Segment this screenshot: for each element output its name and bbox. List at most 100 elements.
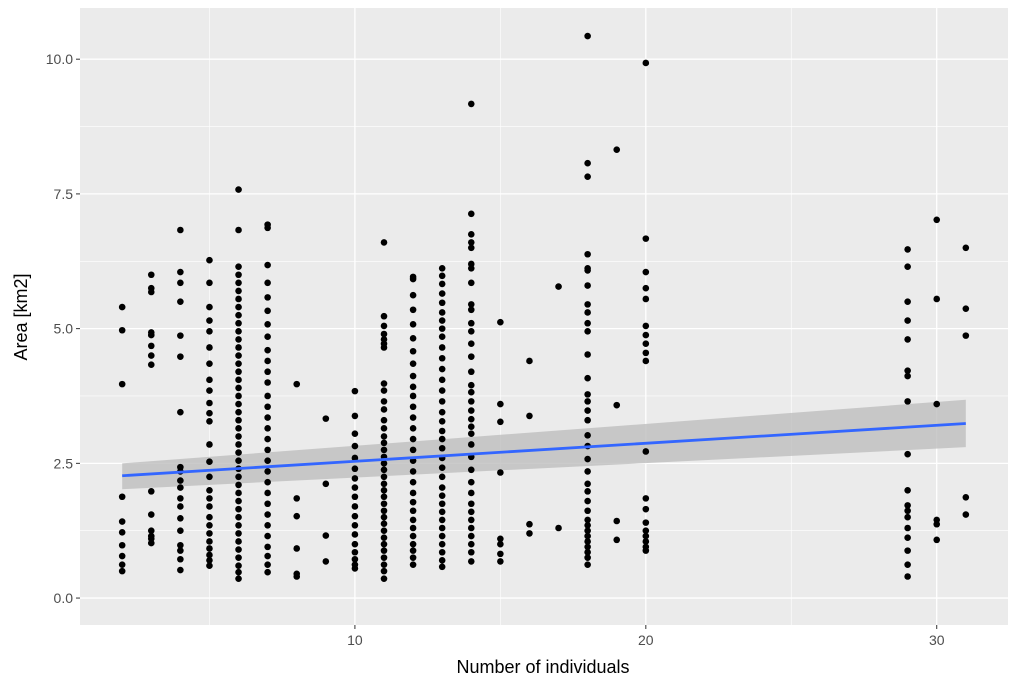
data-point bbox=[584, 407, 591, 414]
data-point bbox=[584, 309, 591, 316]
data-point bbox=[206, 399, 213, 407]
data-point bbox=[235, 575, 242, 582]
data-point bbox=[380, 507, 388, 515]
data-point bbox=[613, 146, 621, 154]
data-point bbox=[118, 552, 126, 560]
data-point bbox=[177, 547, 184, 554]
data-point bbox=[904, 534, 911, 542]
data-point bbox=[264, 414, 271, 421]
data-point bbox=[409, 489, 417, 497]
data-point bbox=[467, 407, 475, 414]
data-point bbox=[235, 505, 242, 513]
data-point bbox=[933, 400, 941, 408]
data-point bbox=[584, 522, 591, 529]
data-point bbox=[467, 489, 475, 497]
data-point bbox=[235, 473, 242, 481]
data-point bbox=[147, 527, 155, 534]
data-point bbox=[264, 500, 271, 508]
data-point bbox=[147, 361, 155, 369]
data-point bbox=[409, 524, 417, 532]
data-point bbox=[264, 478, 271, 486]
data-point bbox=[322, 532, 330, 539]
data-point bbox=[206, 458, 213, 466]
data-point bbox=[264, 346, 271, 354]
data-point bbox=[177, 503, 184, 510]
data-point bbox=[351, 430, 359, 438]
data-point bbox=[264, 307, 271, 315]
data-point bbox=[933, 216, 941, 224]
data-point bbox=[526, 530, 533, 537]
data-point bbox=[904, 336, 911, 343]
data-point bbox=[409, 554, 417, 561]
data-point bbox=[526, 412, 533, 420]
data-point bbox=[409, 468, 417, 475]
data-point bbox=[118, 561, 126, 568]
y-tick-label: 2.5 bbox=[54, 455, 74, 471]
data-point bbox=[904, 507, 911, 515]
data-point bbox=[293, 512, 301, 520]
data-point bbox=[467, 415, 475, 423]
data-point bbox=[322, 558, 330, 565]
data-point bbox=[264, 425, 271, 432]
data-point bbox=[438, 317, 446, 324]
data-point bbox=[438, 557, 446, 564]
data-point bbox=[438, 524, 446, 532]
data-point bbox=[293, 573, 301, 580]
data-point bbox=[467, 353, 475, 360]
data-point bbox=[380, 239, 388, 246]
data-point bbox=[380, 534, 388, 542]
data-point bbox=[642, 322, 650, 330]
data-point bbox=[206, 387, 213, 394]
data-point bbox=[497, 400, 504, 408]
data-point bbox=[147, 539, 155, 547]
data-point bbox=[438, 418, 446, 425]
data-point bbox=[177, 527, 184, 534]
data-point bbox=[235, 538, 242, 545]
data-point bbox=[118, 529, 126, 536]
data-point bbox=[264, 333, 271, 341]
data-point bbox=[177, 555, 184, 563]
data-point bbox=[409, 306, 417, 314]
data-point bbox=[293, 380, 301, 388]
data-point bbox=[264, 561, 271, 568]
data-point bbox=[962, 511, 970, 518]
data-point bbox=[497, 469, 504, 476]
data-point bbox=[147, 342, 155, 350]
data-point bbox=[351, 512, 359, 520]
data-point bbox=[584, 416, 591, 424]
data-point bbox=[380, 527, 388, 534]
data-point bbox=[438, 516, 446, 524]
data-point bbox=[206, 409, 213, 417]
plot-panel bbox=[80, 8, 1008, 625]
data-point bbox=[235, 287, 242, 295]
data-point bbox=[438, 408, 446, 416]
data-point bbox=[409, 372, 417, 380]
data-point bbox=[438, 548, 446, 556]
data-point bbox=[962, 332, 970, 339]
data-point bbox=[613, 401, 621, 409]
data-point bbox=[380, 398, 388, 405]
data-point bbox=[438, 280, 446, 288]
data-point bbox=[235, 328, 242, 335]
data-point bbox=[438, 484, 446, 491]
data-point bbox=[904, 398, 911, 405]
confidence-band-layer bbox=[122, 399, 966, 490]
data-point bbox=[409, 516, 417, 524]
data-point bbox=[497, 318, 504, 326]
data-point bbox=[147, 488, 155, 495]
data-point bbox=[351, 454, 359, 462]
data-point bbox=[904, 317, 911, 324]
data-point bbox=[264, 261, 271, 269]
data-point bbox=[584, 282, 591, 289]
data-point bbox=[351, 548, 359, 556]
data-point bbox=[409, 347, 417, 355]
data-point bbox=[584, 391, 591, 398]
data-point bbox=[235, 408, 242, 416]
data-point bbox=[206, 538, 213, 545]
data-point bbox=[467, 548, 475, 556]
data-point bbox=[904, 486, 911, 494]
y-tick-label: 10.0 bbox=[46, 51, 73, 67]
data-point bbox=[584, 328, 591, 335]
data-point bbox=[904, 561, 911, 568]
data-point bbox=[409, 532, 417, 540]
